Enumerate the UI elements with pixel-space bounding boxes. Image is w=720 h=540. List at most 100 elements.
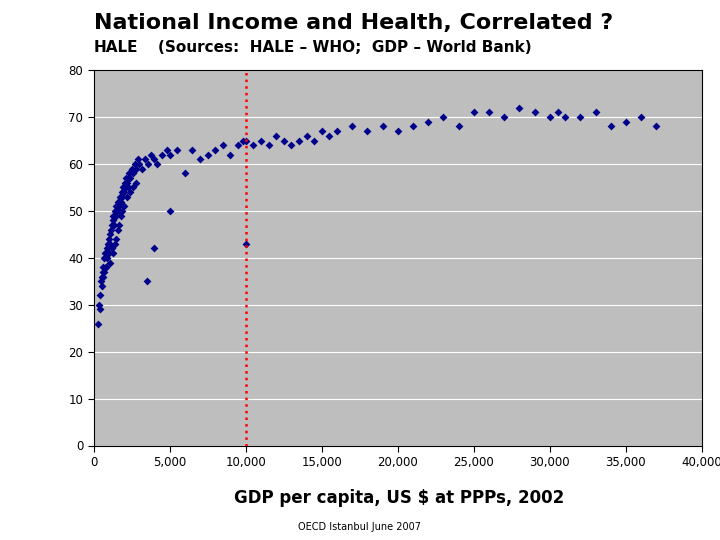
Point: [100, 263, 112, 272]
Point: [109, 221, 120, 230]
Point: [93, 300, 104, 309]
Point: [651, 122, 662, 131]
Point: [105, 225, 117, 234]
Point: [225, 150, 236, 159]
Point: [240, 239, 251, 248]
Point: [377, 122, 388, 131]
Point: [179, 169, 191, 178]
Point: [121, 178, 132, 187]
Point: [233, 141, 244, 150]
Point: [94, 305, 105, 314]
Point: [194, 155, 206, 164]
Point: [132, 155, 143, 164]
Point: [145, 150, 157, 159]
Point: [106, 221, 117, 230]
Point: [278, 136, 289, 145]
Point: [120, 183, 131, 192]
Point: [102, 239, 114, 248]
Point: [103, 235, 114, 244]
Point: [552, 108, 563, 117]
Point: [119, 178, 130, 187]
Point: [114, 207, 125, 215]
Point: [103, 249, 114, 258]
Point: [127, 183, 139, 192]
Point: [263, 141, 274, 150]
Point: [143, 160, 154, 168]
Point: [152, 160, 163, 168]
Point: [140, 155, 151, 164]
Point: [112, 197, 124, 206]
Point: [514, 104, 526, 112]
Point: [423, 118, 434, 126]
Point: [104, 258, 116, 267]
Point: [453, 122, 464, 131]
Point: [141, 277, 153, 286]
Point: [109, 207, 121, 215]
Point: [301, 132, 312, 140]
Point: [125, 174, 136, 183]
Point: [408, 122, 419, 131]
Point: [148, 155, 160, 164]
Point: [116, 188, 127, 197]
Point: [97, 263, 109, 272]
Point: [114, 221, 125, 230]
Point: [114, 193, 126, 201]
Text: HALE: HALE: [94, 40, 138, 56]
Point: [98, 268, 109, 276]
Point: [210, 146, 221, 154]
Point: [137, 164, 148, 173]
Point: [127, 169, 139, 178]
Point: [99, 249, 111, 258]
Point: [107, 216, 118, 225]
Point: [120, 174, 132, 183]
Point: [106, 244, 117, 253]
Point: [202, 150, 213, 159]
Point: [117, 183, 129, 192]
Point: [161, 146, 172, 154]
Point: [468, 108, 480, 117]
Point: [286, 141, 297, 150]
Point: [123, 174, 135, 183]
Point: [99, 268, 110, 276]
Point: [186, 146, 198, 154]
Point: [107, 249, 119, 258]
Point: [130, 178, 142, 187]
Point: [112, 207, 123, 215]
Point: [104, 230, 115, 239]
Point: [559, 113, 571, 122]
Point: [121, 193, 132, 201]
Point: [111, 202, 122, 211]
Point: [133, 160, 145, 168]
Point: [271, 132, 282, 140]
Point: [97, 272, 109, 281]
Text: National Income and Health, Correlated ?: National Income and Health, Correlated ?: [94, 14, 613, 33]
Point: [118, 188, 130, 197]
Point: [96, 272, 108, 281]
Point: [125, 188, 136, 197]
Point: [117, 193, 128, 201]
Point: [115, 197, 127, 206]
Point: [164, 150, 176, 159]
Point: [544, 113, 556, 122]
Point: [171, 146, 183, 154]
Point: [112, 225, 124, 234]
Point: [308, 136, 320, 145]
Point: [148, 244, 160, 253]
Point: [96, 282, 108, 291]
Point: [575, 113, 586, 122]
Point: [124, 169, 135, 178]
Point: [438, 113, 449, 122]
Point: [316, 127, 328, 136]
Point: [620, 118, 631, 126]
Point: [92, 319, 104, 328]
Point: [96, 277, 107, 286]
Point: [129, 160, 140, 168]
Point: [101, 244, 112, 253]
Point: [323, 132, 335, 140]
Text: (Sources:  HALE – WHO;  GDP – World Bank): (Sources: HALE – WHO; GDP – World Bank): [158, 40, 532, 56]
Text: OECD Istanbul June 2007: OECD Istanbul June 2007: [299, 522, 421, 532]
Point: [102, 254, 113, 262]
Point: [240, 136, 251, 145]
Point: [122, 183, 134, 192]
Point: [635, 113, 647, 122]
